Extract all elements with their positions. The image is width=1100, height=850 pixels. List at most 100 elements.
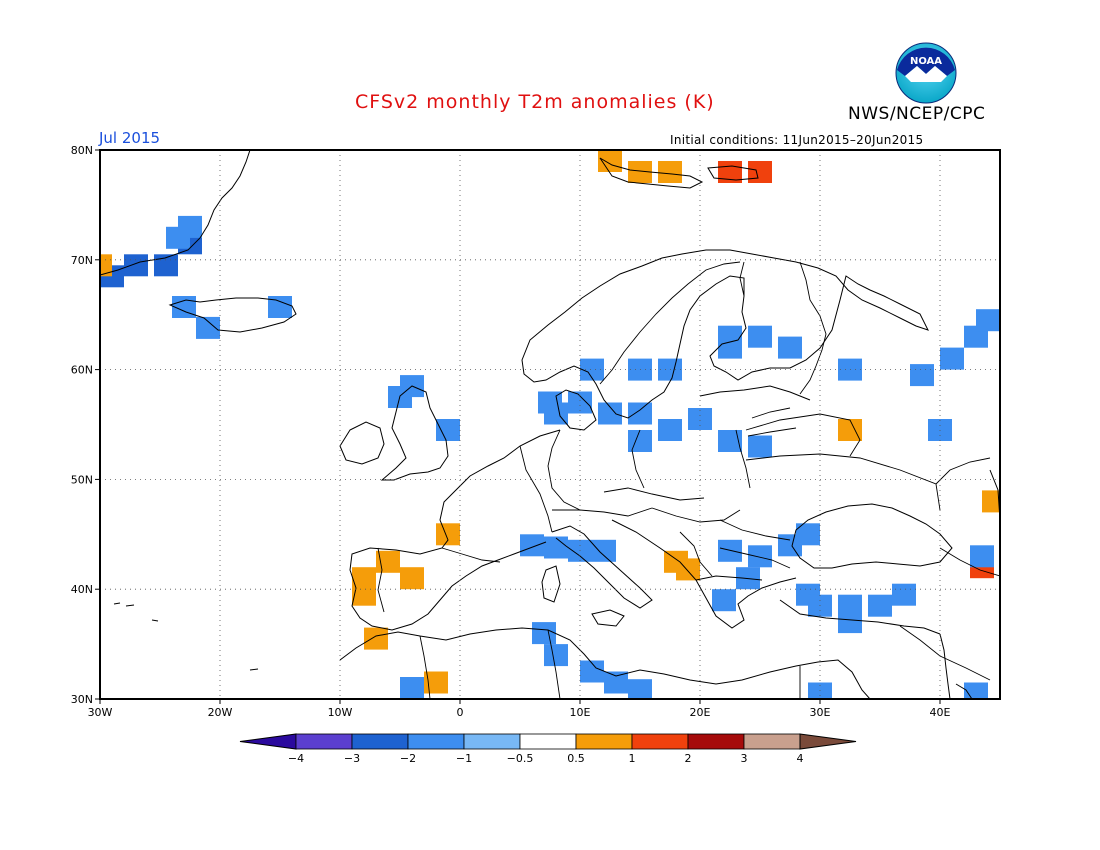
coastline-svalbard: [599, 157, 704, 189]
border-ukraine: [745, 453, 941, 511]
anomaly-cell: [424, 671, 448, 694]
colorbar-label: −3: [344, 752, 360, 765]
anomaly-cell: [964, 682, 988, 699]
anomaly-cell: [598, 402, 622, 425]
colorbar-label: 3: [741, 752, 748, 765]
border-norway-sweden: [599, 261, 741, 385]
anomaly-cell: [628, 430, 652, 452]
colorbar-label: 2: [685, 752, 692, 765]
coastline-azores: [113, 602, 159, 622]
anomaly-cell: [778, 336, 802, 359]
anomaly-cell: [100, 254, 112, 277]
colorbar-swatch: [631, 733, 689, 750]
coastline-levant: [939, 633, 951, 699]
lat-tick-label: 50N: [71, 473, 93, 486]
anomaly-cell: [580, 358, 604, 381]
colorbar-swatch: [519, 733, 577, 750]
anomaly-cell: [718, 539, 742, 562]
lon-tick-label: 20E: [690, 706, 711, 719]
coastline-greenland: [100, 150, 251, 276]
border-spain-portugal: [377, 547, 385, 613]
colorbar-label: 4: [797, 752, 804, 765]
lon-tick-label: 30E: [810, 706, 831, 719]
border-france-east: [519, 445, 553, 533]
border-syria-iraq: [899, 625, 991, 681]
anomaly-cell: [400, 677, 424, 699]
border-greece-north: [695, 575, 763, 581]
lat-tick-label: 80N: [71, 144, 93, 157]
noaa-logo-icon: NOAA: [895, 42, 957, 104]
anomaly-cell: [604, 671, 628, 694]
anomaly-cell: [178, 215, 202, 238]
anomaly-cell: [838, 419, 862, 441]
anomaly-cell: [544, 536, 568, 559]
anomaly-cell: [592, 539, 616, 562]
coastline-ireland: [339, 421, 385, 465]
coastline-black-sea: [791, 503, 953, 569]
lon-tick-label: 40E: [930, 706, 951, 719]
anomaly-cell: [172, 296, 196, 318]
coastline-scandinavia: [521, 249, 929, 419]
anomaly-cell: [718, 430, 742, 452]
border-sweden-finland: [739, 261, 745, 297]
border-bulgaria: [719, 547, 791, 569]
colorbar-label: −4: [288, 752, 304, 765]
plot-frame: [99, 149, 1001, 700]
coastline-canary-islands: [249, 668, 259, 671]
coastline-north-africa: [339, 627, 871, 699]
coastline-europe-west: [349, 429, 561, 631]
border-finland-russia: [799, 261, 827, 395]
anomaly-cell: [520, 534, 544, 557]
colorbar-min-arrow: [239, 733, 297, 750]
forecast-month: Jul 2015: [99, 129, 161, 147]
lat-tick-label: 40N: [71, 583, 93, 596]
anomaly-cell: [892, 583, 916, 606]
lat-tick-label: 60N: [71, 364, 93, 377]
coastline-great-britain: [380, 385, 449, 481]
coastline-balkans: [611, 519, 797, 629]
border-germany-west: [547, 429, 581, 511]
anomaly-cell: [268, 296, 292, 318]
anomaly-cell: [796, 523, 820, 546]
noaa-logo-text: NOAA: [910, 56, 942, 67]
border-belarus: [745, 413, 861, 457]
border-alps: [552, 507, 653, 517]
border-romania: [719, 519, 791, 541]
anomaly-cell: [712, 589, 736, 612]
border-pyrenees: [441, 547, 501, 563]
anomaly-cell: [982, 490, 1000, 513]
anomaly-cell: [688, 408, 712, 430]
coastline-red-sea: [955, 683, 973, 699]
colorbar-label: 0.5: [567, 752, 585, 765]
lon-tick-label: 10W: [328, 706, 353, 719]
colorbar-label: −2: [400, 752, 416, 765]
anomaly-cell: [364, 627, 388, 650]
border-czech-austria: [603, 487, 705, 501]
anomaly-cell: [910, 364, 934, 387]
coastline-turkey: [779, 599, 941, 635]
anomaly-cell: [658, 161, 682, 183]
anomaly-cell: [400, 567, 424, 590]
colorbar-label: −0.5: [507, 752, 534, 765]
anomaly-cell: [124, 254, 148, 277]
coastline-iceland: [168, 297, 297, 333]
colorbar-swatch: [687, 733, 745, 750]
coastline-nordaustlandet: [707, 165, 759, 181]
anomaly-cell: [436, 523, 460, 546]
colorbar-swatch: [575, 733, 633, 750]
colorbar-swatch: [407, 733, 465, 750]
anomaly-cell: [568, 391, 592, 414]
border-serbia: [679, 531, 713, 577]
colorbar-legend: −4 −3 −2 −1 −0.5 0.5 1 2 3 4: [239, 733, 857, 765]
anomaly-cell: [838, 611, 862, 634]
border-hungary: [651, 507, 741, 523]
lon-tick-label: 10E: [570, 706, 591, 719]
lat-tick-label: 70N: [71, 254, 93, 267]
border-morocco-algeria: [419, 635, 431, 699]
colorbar-max-arrow: [799, 733, 857, 750]
lon-tick-label: 20W: [208, 706, 233, 719]
colorbar-swatch: [295, 733, 353, 750]
lon-tick-label: 0: [457, 706, 464, 719]
colorbar-swatch: [743, 733, 801, 750]
